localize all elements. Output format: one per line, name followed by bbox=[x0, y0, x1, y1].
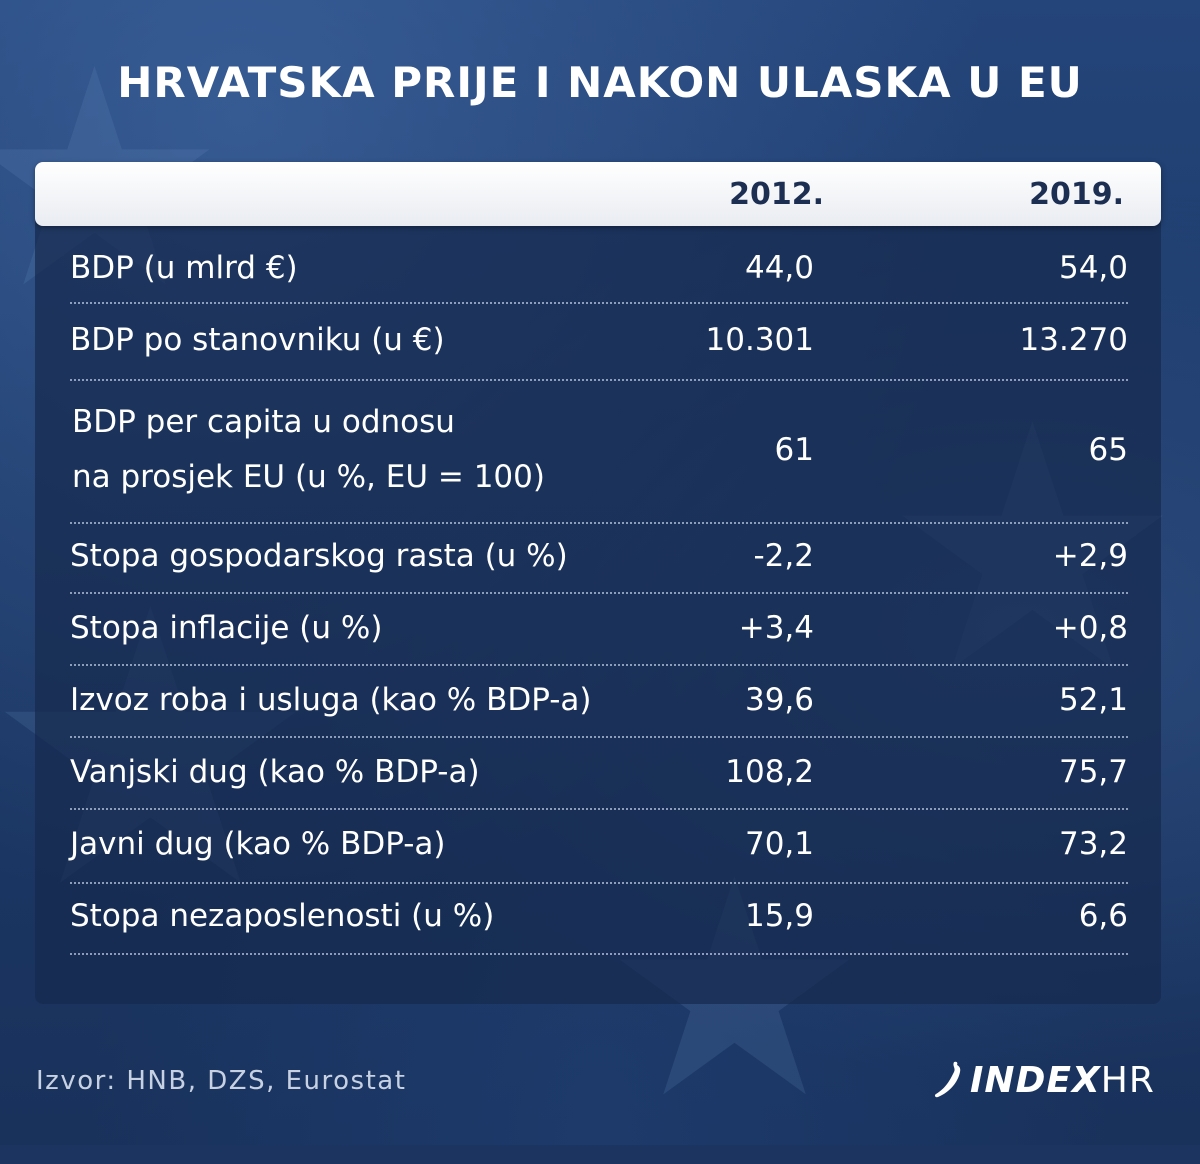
value-2019: 73,2 bbox=[1058, 826, 1128, 862]
row-divider bbox=[70, 664, 1128, 666]
value-2012: 70,1 bbox=[744, 826, 814, 862]
value-2012: 108,2 bbox=[725, 754, 814, 790]
row-label: Izvoz roba i usluga (kao % BDP-a) bbox=[70, 682, 592, 718]
table-row: Stopa gospodarskog rasta (u %) -2,2 +2,9 bbox=[70, 538, 1128, 582]
value-2019: +2,9 bbox=[1052, 538, 1128, 574]
row-label: Javni dug (kao % BDP-a) bbox=[70, 826, 446, 862]
column-header-2019: 2019. bbox=[1029, 177, 1124, 212]
row-label-line-2: na prosjek EU (u %, EU = 100) bbox=[72, 459, 545, 495]
row-divider bbox=[70, 882, 1128, 884]
value-2019: 65 bbox=[1088, 432, 1128, 468]
table-header: 2012. 2019. bbox=[35, 162, 1161, 226]
index-hr-logo: INDEXHR bbox=[932, 1058, 1164, 1102]
table-row: BDP per capita u odnosu na prosjek EU (u… bbox=[70, 404, 1128, 508]
row-divider bbox=[70, 808, 1128, 810]
row-divider bbox=[70, 302, 1128, 304]
value-2019: 52,1 bbox=[1058, 682, 1128, 718]
table-row: BDP (u mlrd €) 44,0 54,0 bbox=[70, 250, 1128, 294]
table-row: Vanjski dug (kao % BDP-a) 108,2 75,7 bbox=[70, 754, 1128, 798]
logo-text: INDEXHR bbox=[970, 1060, 1155, 1101]
chili-pepper-icon bbox=[934, 1061, 961, 1098]
value-2012: 10.301 bbox=[705, 322, 814, 358]
value-2012: 39,6 bbox=[744, 682, 814, 718]
table-row: Stopa nezaposlenosti (u %) 15,9 6,6 bbox=[70, 898, 1128, 942]
value-2012: 61 bbox=[774, 432, 814, 468]
table-row: Izvoz roba i usluga (kao % BDP-a) 39,6 5… bbox=[70, 682, 1128, 726]
page-title: HRVATSKA PRIJE I NAKON ULASKA U EU bbox=[117, 58, 1083, 107]
row-label: Vanjski dug (kao % BDP-a) bbox=[70, 754, 480, 790]
row-divider bbox=[70, 379, 1128, 381]
value-2019: +0,8 bbox=[1052, 610, 1128, 646]
value-2012: +3,4 bbox=[738, 610, 814, 646]
logo-text-bold: INDEX bbox=[970, 1060, 1101, 1101]
table-row: BDP po stanovniku (u €) 10.301 13.270 bbox=[70, 322, 1128, 366]
source-note: Izvor: HNB, DZS, Eurostat bbox=[36, 1066, 407, 1096]
row-divider bbox=[70, 953, 1128, 955]
row-label: Stopa nezaposlenosti (u %) bbox=[70, 898, 495, 934]
row-divider bbox=[70, 522, 1128, 524]
row-label: Stopa gospodarskog rasta (u %) bbox=[70, 538, 568, 574]
value-2019: 6,6 bbox=[1078, 898, 1128, 934]
value-2012: 44,0 bbox=[744, 250, 814, 286]
value-2019: 54,0 bbox=[1058, 250, 1128, 286]
row-divider bbox=[70, 736, 1128, 738]
row-divider bbox=[70, 592, 1128, 594]
column-header-2012: 2012. bbox=[729, 177, 824, 212]
table-row: Stopa inflacije (u %) +3,4 +0,8 bbox=[70, 610, 1128, 654]
row-label: BDP (u mlrd €) bbox=[70, 250, 298, 286]
logo-text-light: HR bbox=[1100, 1060, 1155, 1101]
value-2019: 13.270 bbox=[1019, 322, 1128, 358]
row-label: Stopa inflacije (u %) bbox=[70, 610, 383, 646]
value-2019: 75,7 bbox=[1058, 754, 1128, 790]
row-label-line-1: BDP per capita u odnosu bbox=[72, 404, 455, 440]
value-2012: 15,9 bbox=[744, 898, 814, 934]
value-2012: -2,2 bbox=[753, 538, 815, 574]
table-row: Javni dug (kao % BDP-a) 70,1 73,2 bbox=[70, 826, 1128, 870]
row-label: BDP po stanovniku (u €) bbox=[70, 322, 445, 358]
